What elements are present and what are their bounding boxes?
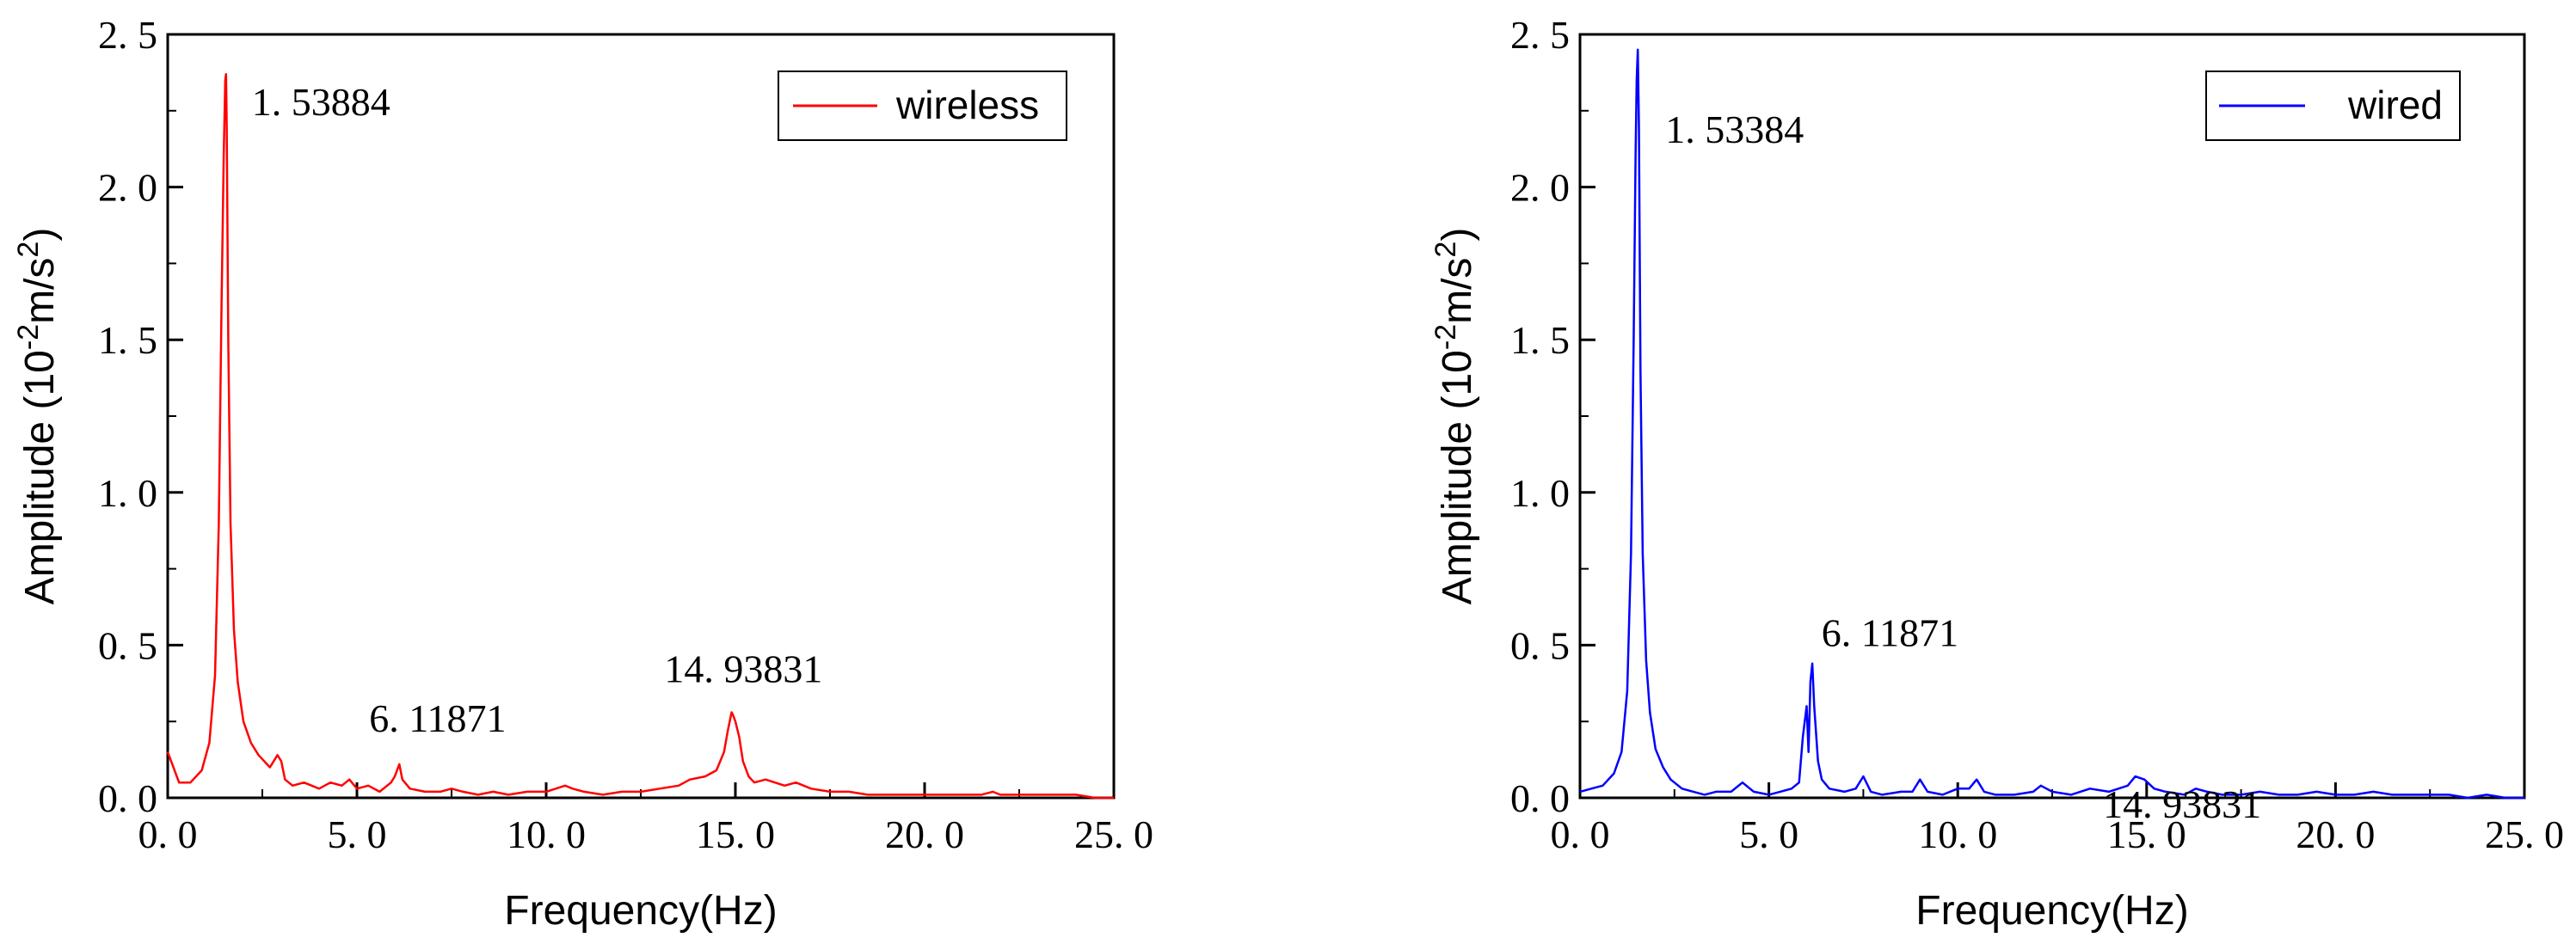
y-tick-label: 0. 0 — [1510, 776, 1570, 820]
y-axis-title-sup2: 2 — [1429, 242, 1462, 258]
y-tick-label: 2. 5 — [1510, 13, 1570, 57]
peak-label: 6. 11871 — [369, 696, 506, 740]
x-tick-label: 25. 0 — [1074, 812, 1153, 856]
peak-label: 14. 93831 — [2103, 782, 2261, 826]
y-axis-title: Amplitude (10-2m/s2) — [12, 228, 63, 605]
x-axis-title: Frequency(Hz) — [504, 888, 777, 934]
y-axis-title-mid: m/s — [17, 258, 63, 324]
x-tick-label: 20. 0 — [885, 812, 964, 856]
x-tick-label: 10. 0 — [1918, 812, 1997, 856]
y-axis-title-main: Amplitude (10 — [17, 350, 63, 604]
peak-label: 1. 53384 — [1665, 107, 1804, 151]
y-tick-label: 0. 0 — [98, 776, 157, 820]
peak-label: 1. 53884 — [252, 80, 390, 124]
y-axis-title-sup2: 2 — [12, 242, 45, 258]
peak-label: 6. 11871 — [1822, 611, 1958, 655]
legend-label: wireless — [895, 83, 1039, 127]
y-tick-label: 1. 5 — [98, 318, 157, 362]
x-tick-label: 5. 0 — [1739, 812, 1798, 856]
peak-label: 14. 93831 — [664, 647, 822, 691]
y-axis-title-mid: m/s — [1435, 258, 1480, 324]
y-tick-label: 0. 5 — [98, 623, 157, 667]
y-tick-label: 1. 0 — [98, 471, 157, 515]
x-tick-label: 5. 0 — [328, 812, 387, 856]
x-axis-title: Frequency(Hz) — [1915, 888, 2188, 934]
x-tick-label: 15. 0 — [696, 812, 775, 856]
y-tick-label: 2. 5 — [98, 13, 157, 57]
x-tick-label: 25. 0 — [2485, 812, 2564, 856]
y-axis-title-main: Amplitude (10 — [1435, 350, 1480, 604]
y-axis-title-sup1: -2 — [12, 324, 45, 350]
y-axis-title-end: ) — [17, 228, 63, 242]
y-axis-title-sup1: -2 — [1429, 324, 1462, 350]
y-axis-title-end: ) — [1435, 228, 1480, 242]
y-tick-label: 0. 5 — [1510, 623, 1570, 667]
y-tick-label: 1. 5 — [1510, 318, 1570, 362]
x-tick-label: 20. 0 — [2296, 812, 2375, 856]
y-tick-label: 1. 0 — [1510, 471, 1570, 515]
legend: wireless — [778, 71, 1067, 140]
legend-label: wired — [2347, 83, 2443, 127]
x-tick-label: 10. 0 — [507, 812, 586, 856]
y-axis-title: Amplitude (10-2m/s2) — [1429, 228, 1480, 605]
y-tick-label: 2. 0 — [98, 166, 157, 210]
y-tick-label: 2. 0 — [1510, 166, 1570, 210]
figure: 0. 0 5. 0 10. 0 15. 0 20. 0 25. 00. 00. 51. 0… — [0, 0, 2576, 950]
legend: wired — [2206, 71, 2460, 140]
